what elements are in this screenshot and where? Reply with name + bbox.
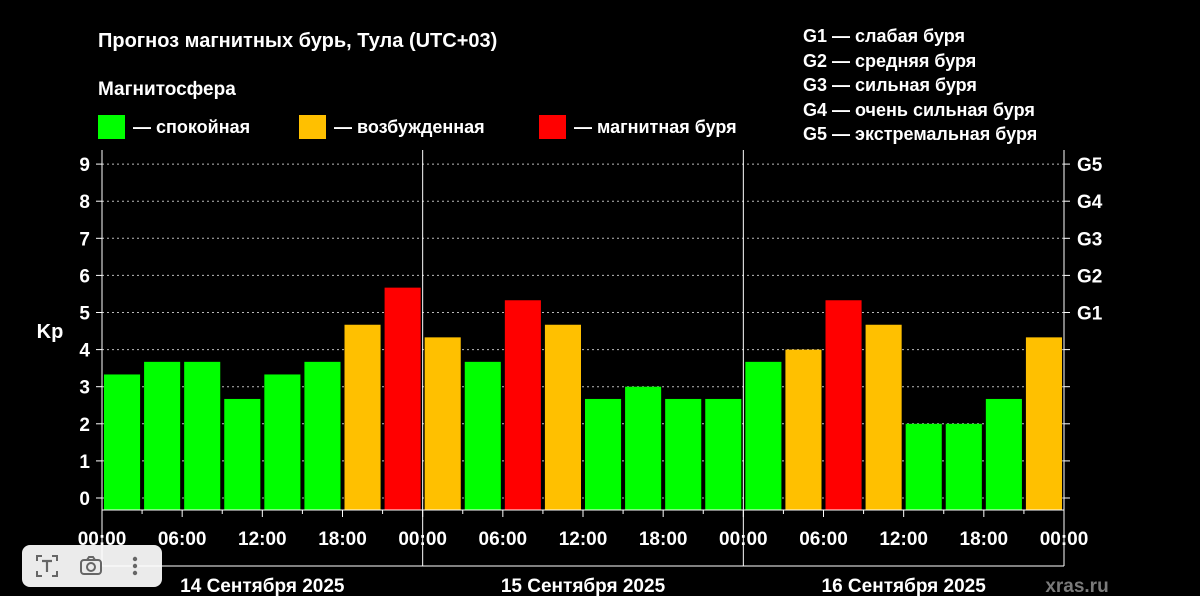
bar — [304, 361, 341, 510]
legend-label-active: — возбужденная — [334, 116, 485, 137]
y-tick-label: 7 — [79, 229, 90, 250]
g-tick-label: G1 — [1077, 304, 1103, 325]
g-tick-label: G3 — [1077, 229, 1102, 250]
bar — [865, 324, 902, 510]
x-tick-label: 06:00 — [158, 529, 207, 550]
legend-label-storm: — магнитная буря — [574, 116, 737, 137]
camera-icon[interactable] — [76, 551, 106, 581]
bar — [104, 374, 141, 510]
x-tick-label: 06:00 — [799, 529, 848, 550]
g-legend-item-g3: G3 — сильная буря — [803, 75, 977, 95]
y-axis-label: Kp — [37, 321, 64, 343]
bar — [785, 349, 822, 510]
bar — [825, 300, 862, 510]
bar — [945, 423, 982, 510]
x-tick-label: 12:00 — [879, 529, 928, 550]
bar — [344, 324, 381, 510]
bar — [464, 361, 501, 510]
y-tick-label: 2 — [79, 415, 90, 436]
legend-active: — возбужденная — [299, 115, 485, 139]
y-tick-label: 5 — [79, 304, 90, 325]
bar — [905, 423, 942, 510]
x-tick-label: 06:00 — [479, 529, 528, 550]
g-scale-legend: G1 — слабая буря G2 — средняя буря G3 — … — [803, 24, 1037, 147]
day-label: 14 Сентября 2025 — [180, 576, 345, 596]
legend-swatch-storm — [539, 115, 566, 139]
bar — [585, 398, 622, 510]
legend-calm: — спокойная — [98, 115, 250, 139]
bar — [1025, 337, 1062, 510]
g-legend-item-g4: G4 — очень сильная буря — [803, 99, 1035, 120]
page-title: Прогноз магнитных бурь, Тула (UTC+03) — [98, 30, 498, 52]
legend-swatch-active — [299, 115, 326, 139]
more-icon[interactable] — [120, 551, 150, 581]
g-tick-label: G5 — [1077, 155, 1103, 176]
g-tick-label: G4 — [1077, 192, 1103, 213]
text-recognition-icon[interactable] — [32, 551, 62, 581]
y-tick-label: 6 — [79, 266, 90, 287]
y-tick-label: 0 — [79, 489, 90, 510]
y-tick-label: 3 — [79, 378, 90, 399]
bar — [745, 361, 782, 510]
y-tick-label: 4 — [79, 341, 90, 362]
x-tick-label: 18:00 — [639, 529, 688, 550]
bar — [985, 398, 1022, 510]
x-tick-label: 18:00 — [318, 529, 367, 550]
bar — [705, 398, 742, 510]
bar — [224, 398, 261, 510]
x-tick-label: 12:00 — [238, 529, 287, 550]
x-tick-label: 12:00 — [559, 529, 608, 550]
legend-storm: — магнитная буря — [539, 115, 737, 139]
bar — [424, 337, 461, 510]
day-label: 16 Сентября 2025 — [822, 576, 987, 596]
legend-swatch-calm — [98, 115, 125, 139]
bar — [625, 386, 662, 510]
g-tick-label: G2 — [1077, 266, 1102, 287]
bar — [264, 374, 301, 510]
image-toolbar — [22, 545, 162, 587]
bar — [504, 300, 541, 510]
bar — [144, 361, 181, 510]
g-legend-item-g5: G5 — экстремальная буря — [803, 124, 1038, 144]
g-legend-item-g2: G2 — средняя буря — [803, 50, 977, 71]
bar — [665, 398, 702, 510]
magnetosphere-label: Магнитосфера — [98, 79, 236, 100]
bar — [544, 324, 581, 510]
y-tick-label: 1 — [79, 452, 90, 473]
legend-label-calm: — спокойная — [133, 116, 251, 137]
y-tick-label: 8 — [79, 192, 90, 213]
watermark: xras.ru — [1045, 576, 1108, 596]
day-label: 15 Сентября 2025 — [501, 576, 666, 596]
bar — [184, 361, 221, 510]
g-legend-item-g1: G1 — слабая буря — [803, 26, 966, 46]
x-tick-label: 18:00 — [960, 529, 1009, 550]
bar — [384, 287, 421, 510]
y-tick-label: 9 — [79, 155, 90, 176]
